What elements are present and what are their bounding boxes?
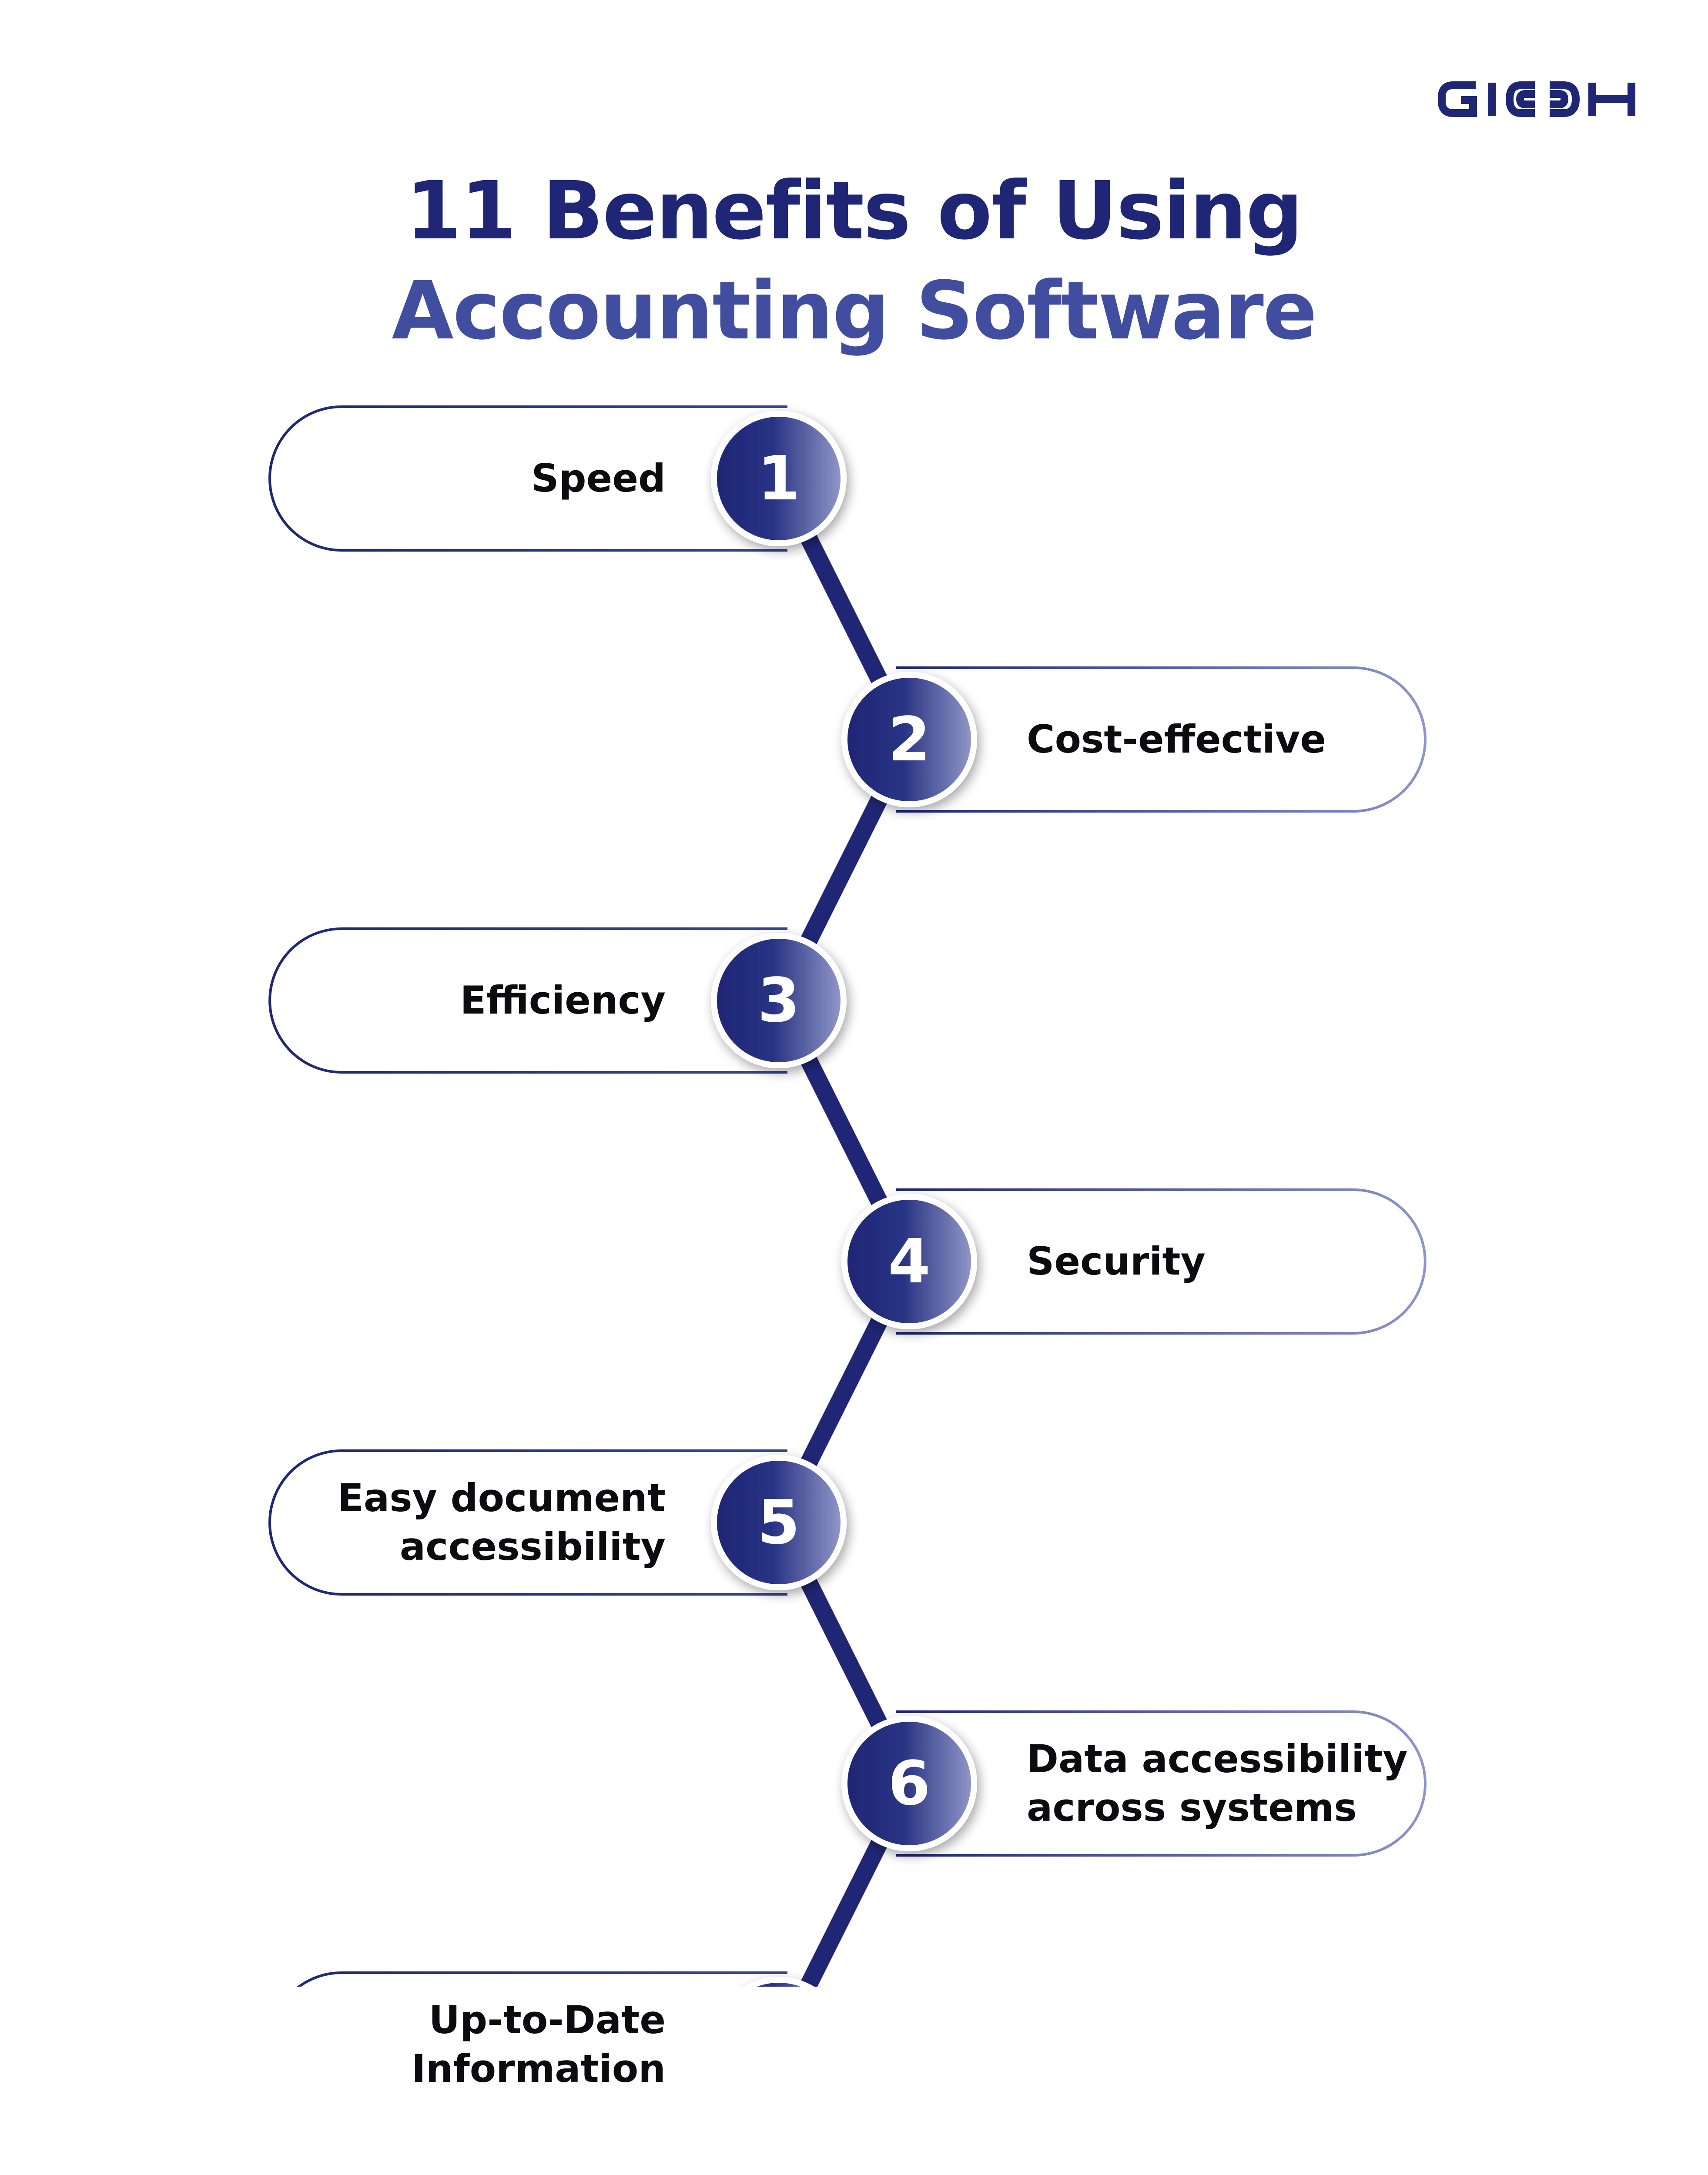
number-badge-6: [841, 1716, 977, 1851]
benefit-pill-1: [268, 405, 787, 552]
benefits-diagram: 1234567891011: [268, 405, 1427, 1987]
benefit-label-2: Cost-effective: [1027, 683, 1505, 796]
benefit-pill-5: [268, 1449, 787, 1596]
benefit-pill-4: [896, 1188, 1427, 1335]
benefit-label-line: accessibility: [399, 1524, 666, 1569]
benefit-label-1: Speed: [187, 422, 666, 535]
benefit-pill-3: [268, 927, 787, 1074]
badge-number-4: 4: [888, 1226, 930, 1297]
badge-number-3: 3: [757, 965, 800, 1036]
benefit-label-line: Speed: [531, 456, 666, 501]
badge-number-1: 1: [757, 443, 800, 514]
benefit-label-line: Data accessibility: [1027, 1737, 1408, 1781]
benefit-label-line: across systems: [1027, 1785, 1357, 1830]
number-badge-4: [841, 1194, 977, 1329]
number-badge-5: [711, 1455, 847, 1590]
benefit-label-4: Security: [1027, 1205, 1505, 1318]
benefit-label-6: Data accessibility across systems: [1027, 1727, 1505, 1840]
number-badge-3: [711, 933, 847, 1068]
badge-number-2: 2: [888, 704, 930, 775]
benefit-label-7: Up-to-Date Information: [187, 1988, 666, 2101]
benefit-label-line: Information: [412, 2046, 666, 2091]
benefit-pill-2: [896, 666, 1427, 813]
benefit-label-line: Efficiency: [460, 978, 666, 1023]
page-title: 11 Benefits of Using Accounting Software: [0, 161, 1708, 361]
giddh-logo: [1438, 81, 1635, 117]
benefit-pill-6: [896, 1710, 1427, 1857]
benefits-timeline: 1234567891011 SpeedCost-effectiveEfficie…: [187, 405, 1505, 2091]
benefit-label-line: Security: [1027, 1239, 1206, 1284]
benefit-label-line: Up-to-Date: [429, 1998, 666, 2042]
benefit-label-line: Cost-effective: [1027, 717, 1326, 762]
number-badge-1: [711, 411, 847, 546]
title-line-1: 11 Benefits of Using: [405, 164, 1303, 258]
number-badge-2: [841, 672, 977, 807]
benefit-label-3: Efficiency: [187, 944, 666, 1057]
benefit-label-5: Easy document accessibility: [187, 1466, 666, 1579]
benefit-label-line: Easy document: [337, 1476, 666, 1520]
benefit-pill-7: [297, 1971, 787, 1987]
number-badge-7: [743, 1977, 814, 1987]
title-line-2: Accounting Software: [392, 264, 1317, 358]
badge-number-5: 5: [757, 1487, 800, 1558]
badge-number-6: 6: [888, 1748, 930, 1819]
